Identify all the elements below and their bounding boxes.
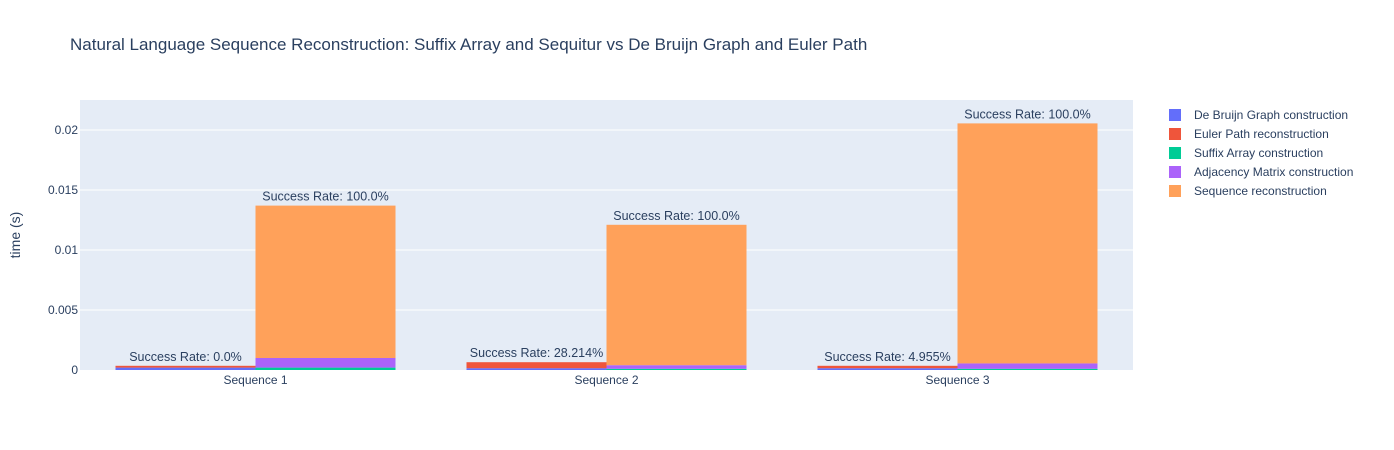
legend-swatch: [1169, 109, 1181, 121]
bar-segment: [255, 367, 396, 370]
y-tick-label: 0.02: [55, 123, 79, 137]
legend-label: Suffix Array construction: [1194, 146, 1323, 160]
legend-swatch: [1169, 147, 1181, 159]
bar-segment: [606, 224, 747, 366]
y-axis-label: time (s): [7, 212, 23, 259]
annotations: Success Rate: 0.0% Success Rate: 100.0% Su…: [129, 107, 1091, 363]
success-rate-annotation: Success Rate: 28.214%: [470, 346, 603, 360]
legend-swatch: [1169, 166, 1181, 178]
legend: De Bruijn Graph construction Euler Path r…: [1169, 108, 1353, 198]
bar-segment: [466, 362, 607, 369]
success-rate-annotation: Success Rate: 4.955%: [824, 350, 950, 364]
legend-label: Euler Path reconstruction: [1194, 127, 1329, 141]
x-tick-label: Sequence 2: [574, 373, 638, 387]
legend-swatch: [1169, 128, 1181, 140]
y-tick-label: 0.015: [48, 183, 78, 197]
y-axis-ticks: 0 0.005 0.01 0.015 0.02: [48, 123, 78, 377]
bar-segment: [115, 367, 256, 370]
bar-segment: [957, 123, 1098, 364]
x-tick-label: Sequence 1: [223, 373, 287, 387]
bar-segment: [255, 358, 396, 368]
bar-segment: [255, 205, 396, 358]
bar-segment: [606, 365, 747, 369]
bar-segment: [817, 365, 958, 369]
chart-title: Natural Language Sequence Reconstruction…: [70, 35, 867, 54]
y-tick-label: 0.01: [55, 243, 79, 257]
legend-label: De Bruijn Graph construction: [1194, 108, 1348, 122]
legend-label: Sequence reconstruction: [1194, 184, 1327, 198]
bar-segment: [957, 368, 1098, 370]
bar-segment: [957, 363, 1098, 369]
legend-label: Adjacency Matrix construction: [1194, 165, 1353, 179]
bar-segment: [466, 368, 607, 370]
success-rate-annotation: Success Rate: 0.0%: [129, 350, 242, 364]
success-rate-annotation: Success Rate: 100.0%: [964, 107, 1090, 121]
bar-segment: [817, 368, 958, 370]
legend-swatch: [1169, 185, 1181, 197]
bars: [115, 123, 1098, 370]
success-rate-annotation: Success Rate: 100.0%: [262, 190, 388, 204]
x-axis-ticks: Sequence 1 Sequence 2 Sequence 3: [223, 373, 989, 387]
bar-segment: [606, 368, 747, 370]
x-tick-label: Sequence 3: [925, 373, 989, 387]
y-tick-label: 0.005: [48, 303, 78, 317]
y-tick-label: 0: [71, 363, 78, 377]
bar-segment: [115, 365, 256, 368]
success-rate-annotation: Success Rate: 100.0%: [613, 209, 739, 223]
